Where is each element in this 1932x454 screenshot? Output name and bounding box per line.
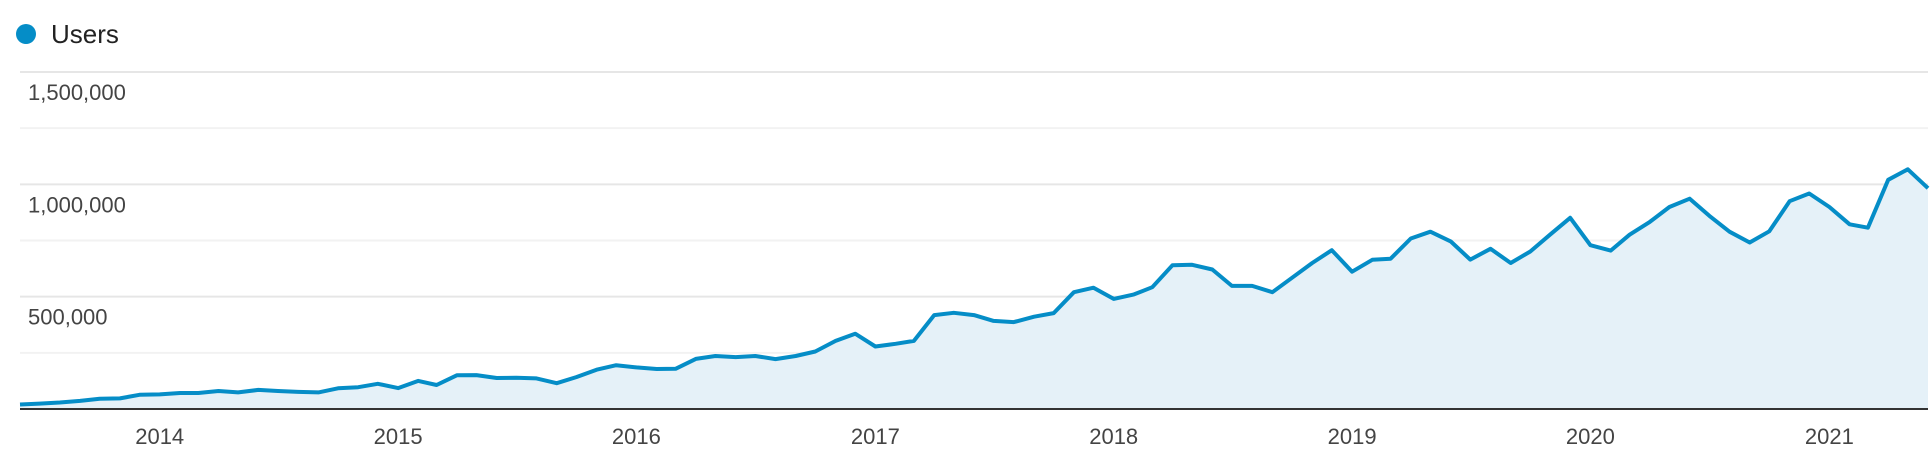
users-area-fill <box>20 169 1928 409</box>
x-axis-ticks: 2014 2015 2016 2017 2018 2019 2020 2021 <box>135 424 1854 449</box>
y-tick-label: 1,500,000 <box>28 80 126 105</box>
x-tick-label: 2021 <box>1805 424 1854 449</box>
users-series-line[interactable] <box>19 167 1930 407</box>
x-tick-label: 2015 <box>374 424 423 449</box>
x-tick-label: 2019 <box>1328 424 1377 449</box>
x-tick-label: 2018 <box>1089 424 1138 449</box>
y-tick-label: 1,000,000 <box>28 192 126 217</box>
x-tick-label: 2020 <box>1566 424 1615 449</box>
x-tick-label: 2017 <box>851 424 900 449</box>
y-axis-ticks: 1,500,000 1,000,000 500,000 <box>28 80 126 330</box>
y-tick-label: 500,000 <box>28 305 108 330</box>
x-tick-label: 2016 <box>612 424 661 449</box>
legend-swatch-icon <box>16 24 36 44</box>
legend[interactable]: Users <box>16 18 119 49</box>
x-tick-label: 2014 <box>135 424 184 449</box>
legend-label-users: Users <box>51 18 119 49</box>
